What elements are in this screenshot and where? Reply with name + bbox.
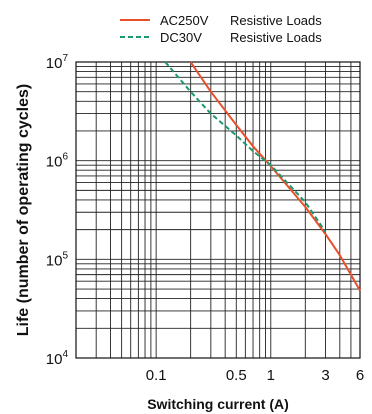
series-line-ac250v <box>189 61 361 292</box>
y-tick-label: 105 <box>46 250 69 269</box>
y-tick-base: 10 <box>46 55 63 72</box>
x-tick-label: 6 <box>356 367 364 384</box>
y-tick-label: 107 <box>46 53 69 72</box>
x-tick-label: 1 <box>267 367 275 384</box>
legend-load-label: Resistive Loads <box>230 13 322 28</box>
series-layer <box>164 61 361 292</box>
y-tick-exponent: 4 <box>62 349 68 360</box>
x-tick-label: 0.1 <box>146 367 167 384</box>
legend-load-label: Resistive Loads <box>230 30 322 45</box>
x-axis-label: Switching current (A) <box>147 396 289 412</box>
x-tick-labels: 0.1 0.5 1 3 6 <box>146 367 364 384</box>
plot-frame <box>75 61 361 359</box>
y-tick-exponent: 7 <box>62 53 68 64</box>
series-line-dc30v <box>164 61 327 233</box>
y-tick-label: 104 <box>46 349 69 368</box>
y-axis-label: Life (number of operating cycles) <box>15 84 32 336</box>
x-tick-label: 0.5 <box>226 367 247 384</box>
y-tick-exponent: 6 <box>62 152 68 163</box>
legend-voltage-label: AC250V <box>160 13 209 28</box>
legend: AC250V Resistive Loads DC30V Resistive Load… <box>120 13 322 45</box>
y-tick-base: 10 <box>46 154 63 171</box>
y-tick-base: 10 <box>46 351 63 368</box>
y-tick-label: 106 <box>46 152 69 171</box>
x-tick-label: 3 <box>321 367 329 384</box>
y-tick-exponent: 5 <box>62 250 68 261</box>
legend-voltage-label: DC30V <box>160 30 202 45</box>
y-tick-base: 10 <box>46 252 63 269</box>
grid <box>75 61 361 359</box>
